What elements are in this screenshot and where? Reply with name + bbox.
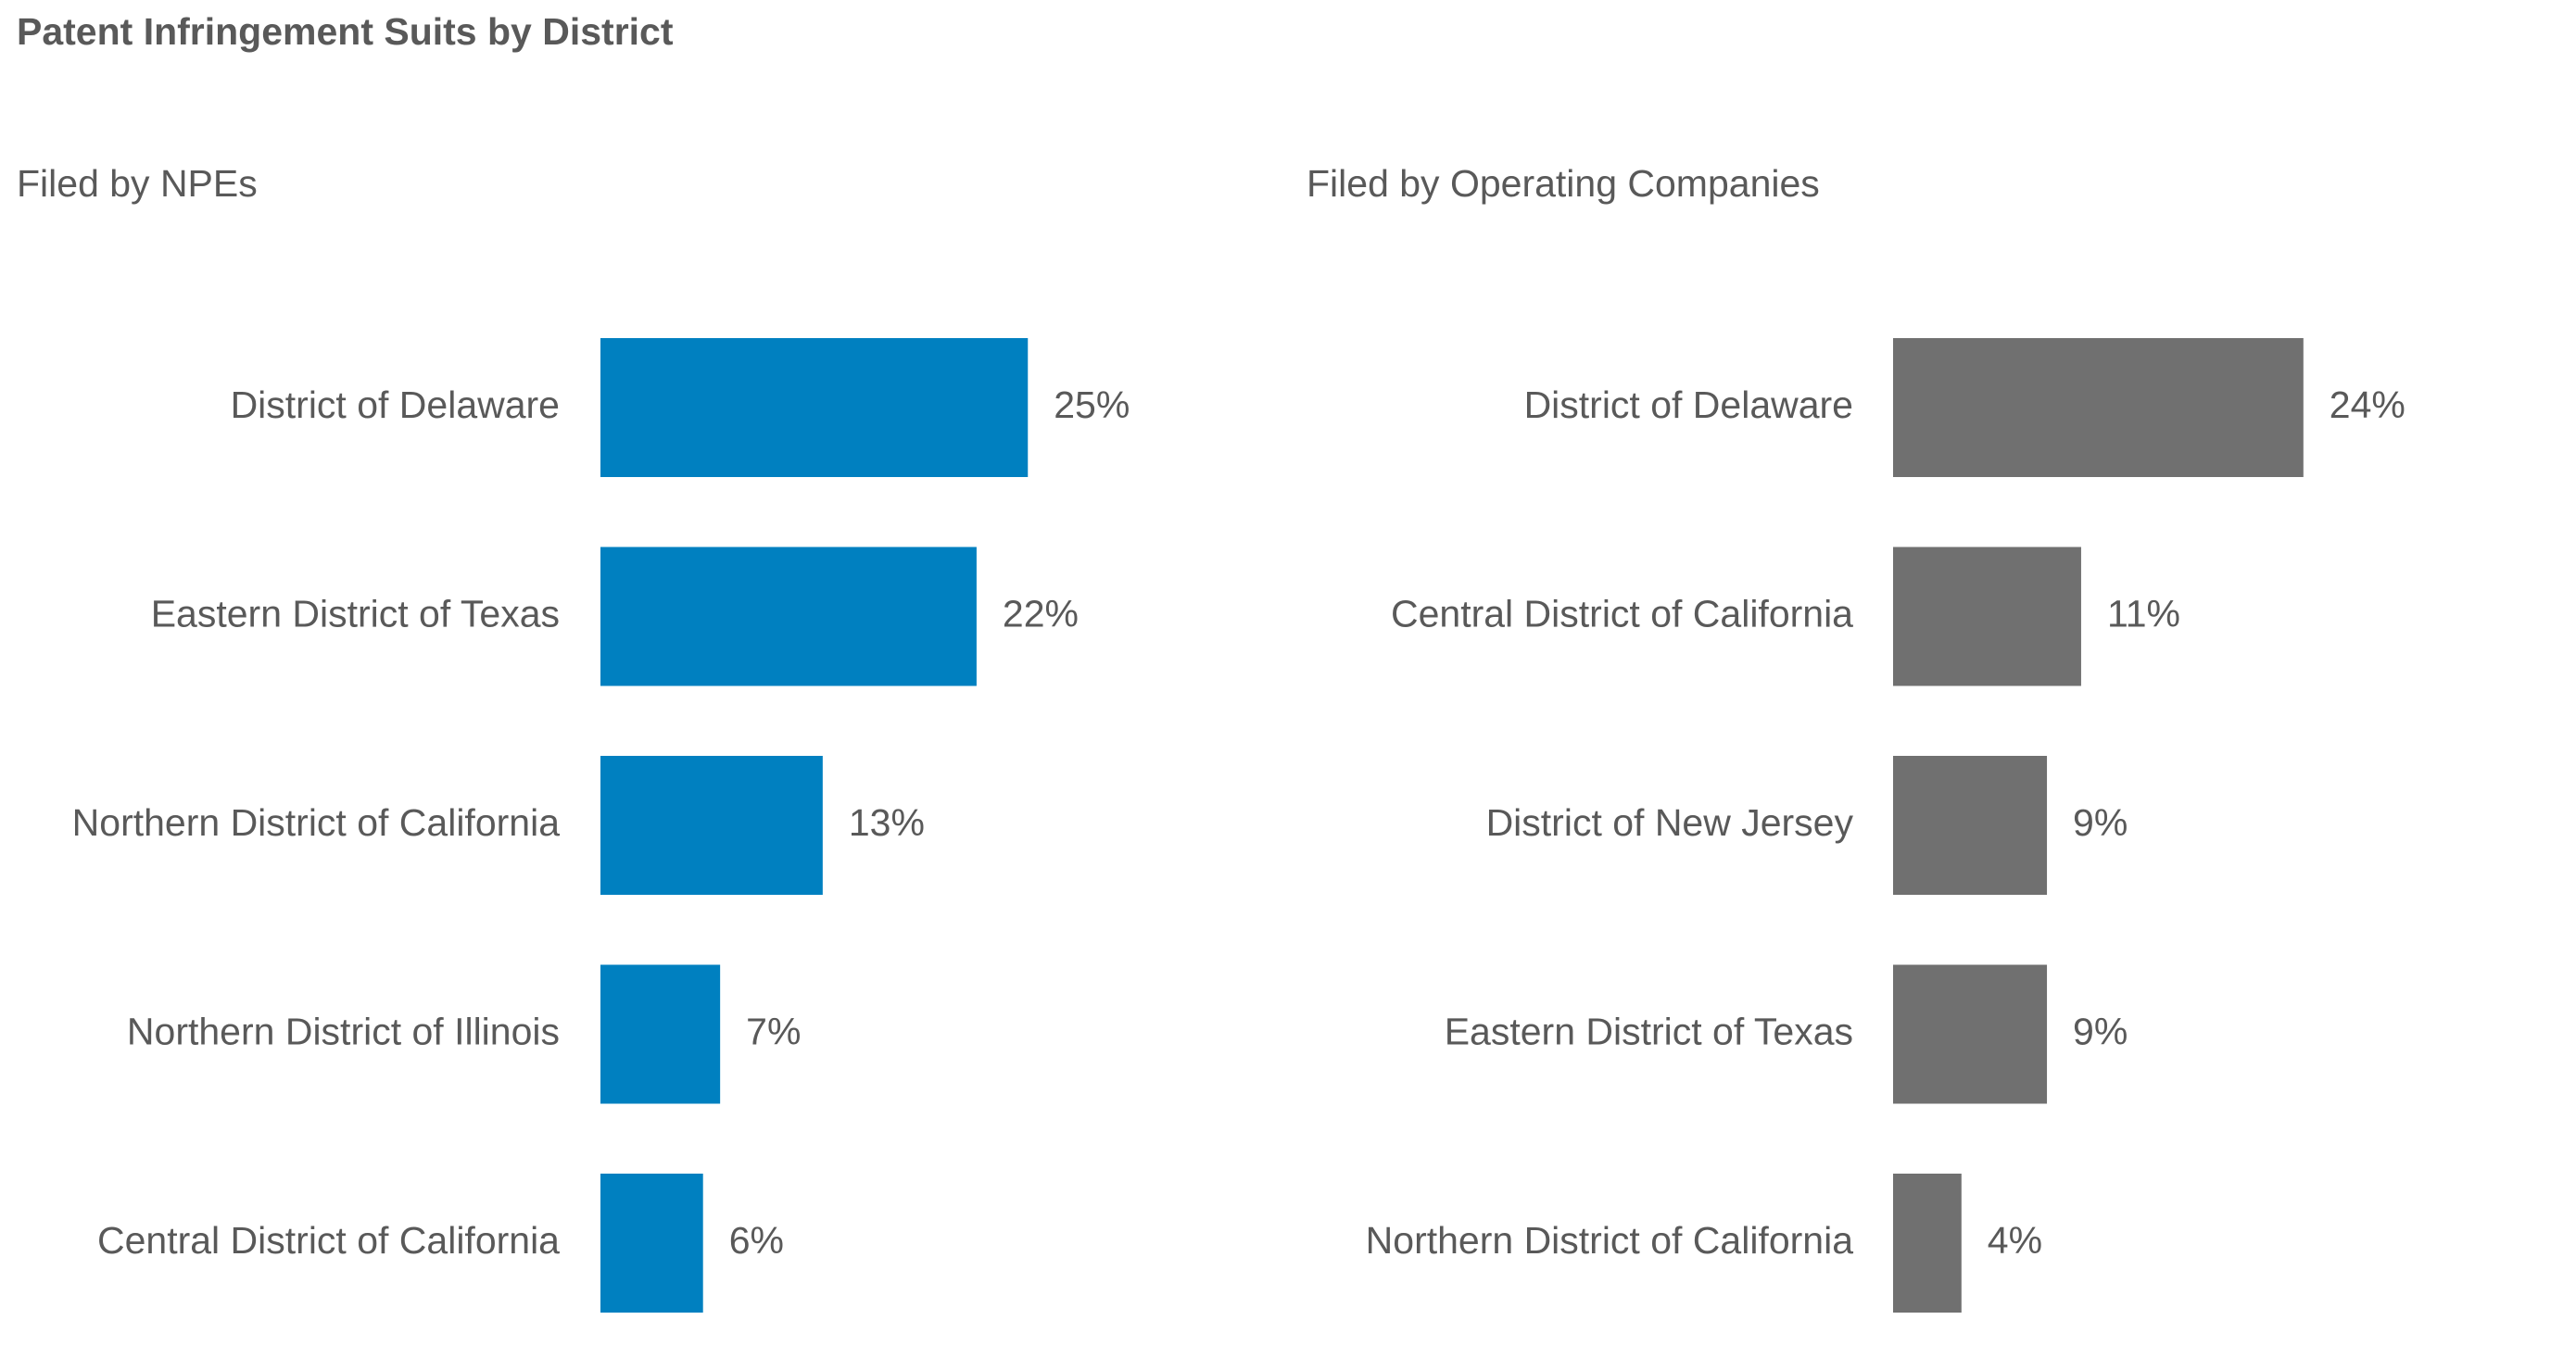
operating-bars: District of Delaware 24% Central District … [1366,338,2406,1313]
operating-value-label: 24% [2330,383,2406,426]
npe-category-label: Northern District of Illinois [127,1010,560,1052]
npe-value-label: 25% [1054,383,1130,426]
operating-value-label: 4% [1988,1219,2042,1262]
npe-bar [600,338,1028,477]
operating-category-label: Central District of California [1391,592,1853,635]
npe-bar [600,547,977,686]
npe-category-label: Northern District of California [72,801,561,844]
operating-bar [1893,1174,1962,1313]
operating-bar [1893,338,2304,477]
operating-panel-title: Filed by Operating Companies [1307,162,1820,205]
operating-value-label: 11% [2107,592,2180,635]
operating-panel: Filed by Operating Companies District of… [1307,162,2406,1313]
npe-panel: Filed by NPEs District of Delaware 25% Eas… [17,162,1130,1313]
operating-bar [1893,965,2047,1104]
npe-bar [600,1174,703,1313]
operating-value-label: 9% [2073,1010,2128,1052]
npe-value-label: 6% [729,1219,784,1262]
operating-category-label: Eastern District of Texas [1445,1010,1853,1052]
chart-figure: Patent Infringement Suits by District Fi… [0,0,2576,1345]
operating-value-label: 9% [2073,801,2128,844]
npe-value-label: 7% [746,1010,801,1052]
operating-category-label: District of New Jersey [1486,801,1854,844]
npe-panel-title: Filed by NPEs [17,162,258,205]
npe-category-label: Eastern District of Texas [151,592,560,635]
operating-category-label: District of Delaware [1524,383,1853,426]
npe-value-label: 22% [1003,592,1079,635]
operating-category-label: Northern District of California [1366,1219,1854,1262]
npe-bar [600,965,720,1104]
chart-title: Patent Infringement Suits by District [17,10,674,53]
npe-value-label: 13% [849,801,925,844]
npe-bar [600,756,823,895]
operating-bar [1893,756,2047,895]
operating-bar [1893,547,2081,686]
npe-category-label: District of Delaware [231,383,560,426]
npe-category-label: Central District of California [97,1219,560,1262]
npe-bars: District of Delaware 25% Eastern District … [72,338,1130,1313]
